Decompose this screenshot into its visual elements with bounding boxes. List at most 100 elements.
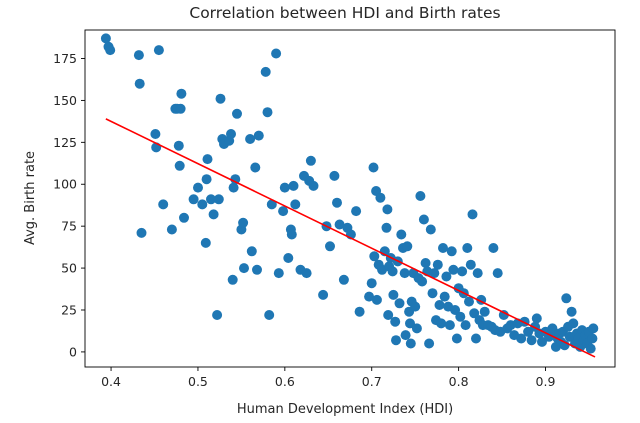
- data-point: [288, 180, 299, 191]
- data-point: [526, 335, 537, 346]
- x-tick-label: 0.7: [362, 374, 382, 389]
- data-point: [410, 301, 421, 312]
- data-point: [134, 78, 145, 89]
- y-tick-label: 75: [61, 219, 77, 234]
- data-point: [232, 108, 242, 119]
- data-point: [448, 264, 459, 275]
- data-point: [215, 93, 226, 104]
- data-point: [469, 308, 480, 319]
- y-tick-label: 150: [53, 93, 77, 108]
- data-point: [264, 310, 275, 320]
- data-point: [318, 289, 329, 300]
- data-point: [516, 333, 527, 344]
- data-point: [382, 204, 393, 215]
- data-point: [245, 134, 256, 144]
- data-point: [399, 268, 410, 279]
- x-tick-label: 0.9: [536, 374, 556, 389]
- data-point: [197, 199, 208, 210]
- data-point: [279, 182, 290, 193]
- data-point: [174, 160, 185, 171]
- y-tick-label: 175: [53, 51, 77, 66]
- data-point: [418, 214, 429, 225]
- data-point: [498, 310, 509, 320]
- data-point: [286, 229, 297, 240]
- data-point: [329, 170, 340, 181]
- data-point: [394, 298, 405, 309]
- data-point: [405, 318, 415, 329]
- data-point: [429, 268, 440, 279]
- data-point: [387, 266, 398, 277]
- plot-frame: [84, 29, 616, 368]
- data-point: [226, 129, 236, 139]
- data-point: [301, 268, 312, 279]
- data-point: [383, 310, 394, 320]
- data-point: [472, 268, 483, 279]
- data-point: [325, 241, 335, 252]
- y-tick-label: 25: [61, 302, 77, 317]
- data-point: [400, 330, 411, 341]
- data-point: [250, 162, 261, 173]
- data-point: [212, 310, 223, 320]
- data-point: [273, 268, 284, 279]
- data-point: [153, 45, 164, 56]
- data-point: [425, 224, 436, 235]
- data-point: [444, 320, 455, 331]
- data-point: [434, 300, 445, 310]
- data-point: [173, 140, 184, 151]
- data-point: [390, 316, 401, 327]
- data-point: [230, 174, 241, 185]
- data-point: [411, 323, 422, 334]
- data-point: [464, 296, 474, 307]
- data-point: [455, 311, 466, 322]
- data-point: [228, 182, 239, 193]
- x-tick-label: 0.8: [449, 374, 469, 389]
- data-point: [105, 45, 116, 56]
- data-point: [488, 243, 499, 253]
- data-point: [354, 306, 365, 317]
- x-tick-label: 0.4: [101, 374, 121, 389]
- data-point: [253, 130, 264, 141]
- data-point: [467, 209, 478, 220]
- data-point: [465, 259, 476, 270]
- data-point: [587, 333, 598, 344]
- data-point: [208, 209, 219, 220]
- data-point: [150, 129, 161, 139]
- data-point: [415, 191, 426, 201]
- data-point: [278, 206, 289, 217]
- data-point: [290, 199, 301, 210]
- data-point: [201, 174, 212, 185]
- data-point: [176, 88, 187, 99]
- data-point: [420, 258, 431, 268]
- data-point: [200, 237, 211, 248]
- trend-line-group: [105, 118, 596, 358]
- data-point: [283, 253, 294, 263]
- data-point: [175, 103, 186, 114]
- data-point: [492, 268, 503, 279]
- data-point: [460, 320, 471, 331]
- x-tick-label: 0.6: [275, 374, 295, 389]
- data-point: [266, 199, 277, 210]
- data-point: [308, 180, 319, 191]
- x-axis-label: Human Development Index (HDI): [237, 402, 453, 417]
- data-point: [432, 259, 443, 270]
- data-point: [202, 154, 213, 165]
- data-point: [246, 246, 257, 257]
- x-tick-label: 0.5: [188, 374, 208, 389]
- data-point: [424, 338, 435, 349]
- data-points: [100, 33, 599, 354]
- trend-line: [105, 118, 596, 358]
- data-point: [334, 219, 345, 230]
- data-point: [391, 335, 401, 346]
- data-point: [561, 293, 572, 304]
- data-point: [371, 294, 382, 305]
- data-point: [369, 251, 380, 262]
- data-point: [368, 162, 379, 173]
- data-point: [332, 197, 342, 208]
- data-point: [585, 343, 596, 354]
- data-point: [227, 274, 238, 285]
- data-point: [366, 278, 377, 289]
- data-point: [396, 229, 407, 240]
- data-point: [537, 336, 547, 347]
- data-point: [531, 313, 542, 324]
- data-point: [451, 333, 462, 344]
